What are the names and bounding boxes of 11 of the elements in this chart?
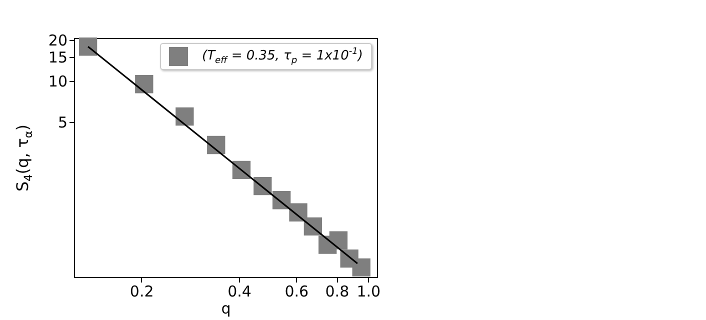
x-tick-label: 0.6	[284, 282, 309, 300]
y-tick-label: 15	[48, 48, 68, 67]
x-axis-title: q	[221, 300, 231, 318]
legend-label: (T$_{eff}$ = 0.35, τ$_{p}$ = 1x10$^{-1}$)	[202, 47, 363, 66]
x-tick-label: 0.4	[228, 282, 252, 300]
x-tick-label: 1.0	[356, 282, 381, 300]
y-tick-label: 10	[48, 72, 68, 91]
x-tick-label: 0.8	[325, 282, 350, 300]
y-tick-label: 20	[48, 32, 68, 50]
x-tick-label: 0.2	[130, 282, 154, 300]
y-tick-label: 5	[58, 114, 68, 132]
